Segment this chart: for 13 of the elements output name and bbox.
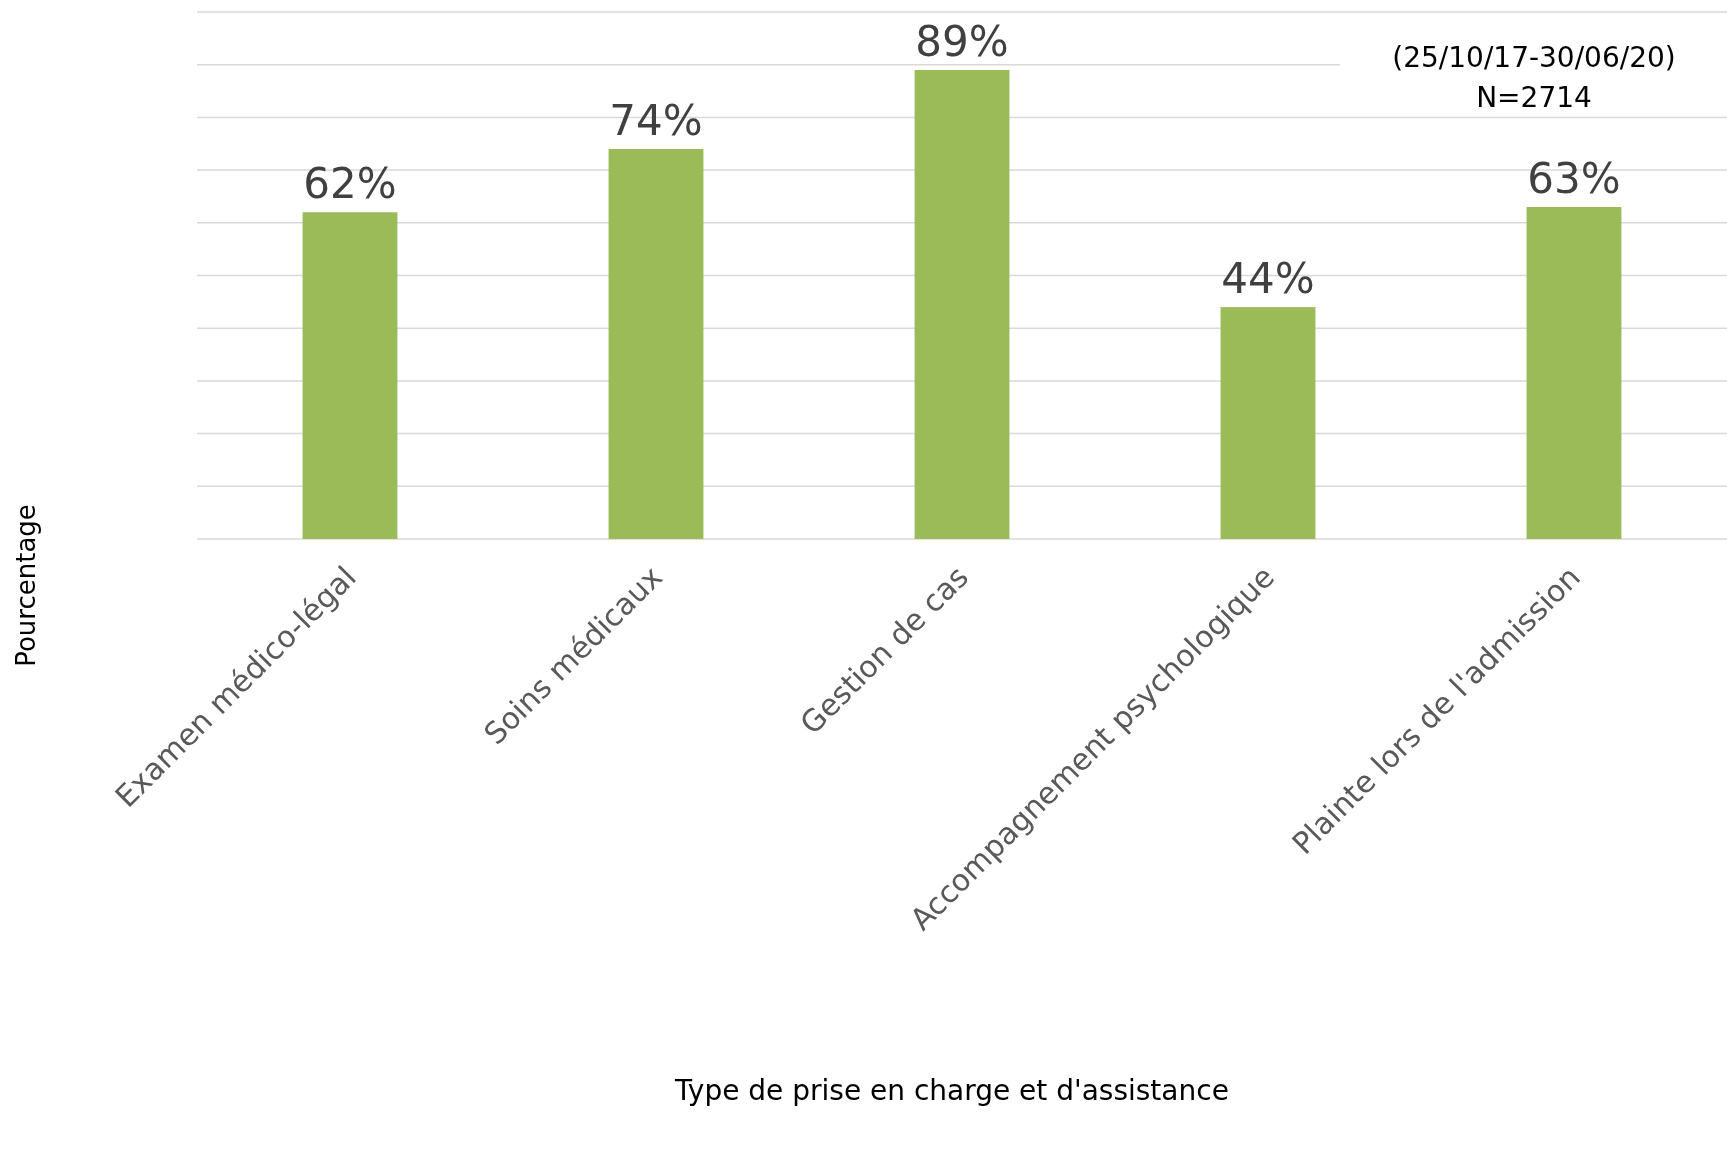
bar bbox=[914, 69, 1010, 539]
bar bbox=[302, 212, 398, 539]
bar bbox=[1526, 206, 1622, 539]
data-label: 89% bbox=[915, 16, 1009, 66]
data-label: 63% bbox=[1527, 153, 1621, 203]
annotation: (25/10/17-30/06/20) N=2714 bbox=[1392, 41, 1676, 114]
data-label: 62% bbox=[303, 159, 397, 209]
y-axis-title: Pourcentage bbox=[11, 504, 41, 667]
data-label: 44% bbox=[1221, 254, 1315, 304]
x-axis-title: Type de prise en charge et d'assistance bbox=[674, 1074, 1229, 1107]
bar bbox=[608, 149, 704, 539]
data-label: 74% bbox=[609, 96, 703, 146]
bar bbox=[1220, 307, 1316, 539]
